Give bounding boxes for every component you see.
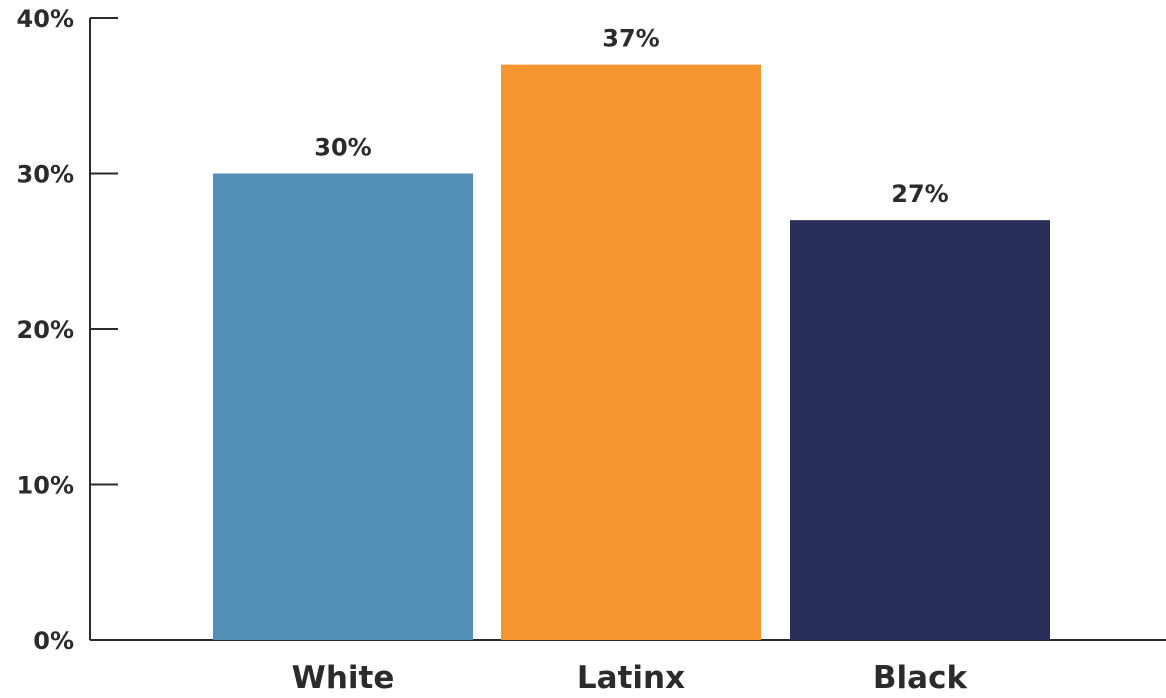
bar-series [213, 64, 1050, 640]
y-tick-label: 30% [17, 161, 74, 189]
x-tick-label: White [292, 660, 395, 694]
x-tick-label: Latinx [577, 660, 685, 694]
x-tick-label: Black [873, 660, 969, 694]
bar-latinx [501, 64, 761, 640]
y-tick-label: 20% [17, 316, 74, 344]
data-label: 37% [602, 25, 659, 53]
data-label: 27% [891, 180, 948, 208]
bar-black [790, 220, 1050, 640]
chart-labels: 0% 10% 20% 30% 40% 30% White 37% Latinx 27% Black [17, 5, 969, 696]
y-tick-label: 10% [17, 472, 74, 500]
y-tick-label: 0% [33, 627, 74, 655]
bar-white [213, 173, 473, 640]
y-tick-label: 40% [17, 5, 74, 33]
data-label: 30% [314, 134, 371, 162]
